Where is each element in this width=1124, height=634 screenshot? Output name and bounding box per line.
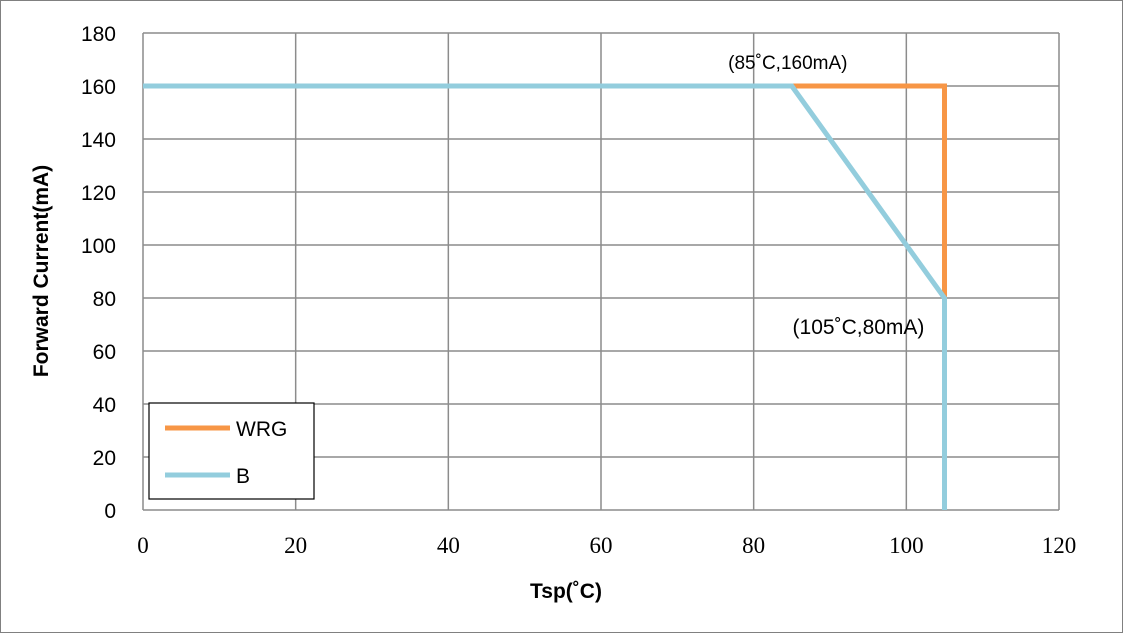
y-axis-title: Forward Current(mA)	[30, 165, 53, 377]
y-tick-label: 80	[93, 288, 116, 311]
y-tick-label: 60	[93, 341, 116, 364]
x-tick-label: 80	[742, 533, 765, 558]
x-tick-label: 120	[1042, 533, 1077, 558]
y-tick-label: 180	[81, 23, 116, 46]
x-axis-title: Tsp(˚C)	[530, 580, 602, 603]
legend-label-b: B	[236, 465, 250, 488]
x-tick-label: 40	[437, 533, 460, 558]
annotation-85c: (85˚C,160mA)	[728, 53, 847, 74]
tick-labels: 0 20 40 60 80 100 120 140 160 180 0 20 40 60 80 100 120	[81, 23, 1076, 558]
x-tick-label: 0	[137, 533, 149, 558]
series-line-b	[143, 83, 947, 510]
x-tick-label: 60	[590, 533, 613, 558]
y-tick-label: 160	[81, 76, 116, 99]
y-tick-label: 140	[81, 129, 116, 152]
y-tick-label: 100	[81, 235, 116, 258]
y-tick-label: 120	[81, 182, 116, 205]
legend-box	[148, 402, 315, 500]
x-tick-label: 20	[284, 533, 307, 558]
x-tick-label: 100	[889, 533, 924, 558]
series	[143, 83, 947, 510]
legend: WRG B	[148, 402, 315, 500]
legend-label-wrg: WRG	[236, 418, 287, 441]
annotation-105c: (105˚C,80mA)	[793, 316, 925, 339]
y-tick-label: 40	[93, 394, 116, 417]
y-tick-label: 20	[93, 447, 116, 470]
annotations: (85˚C,160mA) (105˚C,80mA)	[728, 53, 924, 339]
y-tick-label: 0	[104, 500, 116, 523]
